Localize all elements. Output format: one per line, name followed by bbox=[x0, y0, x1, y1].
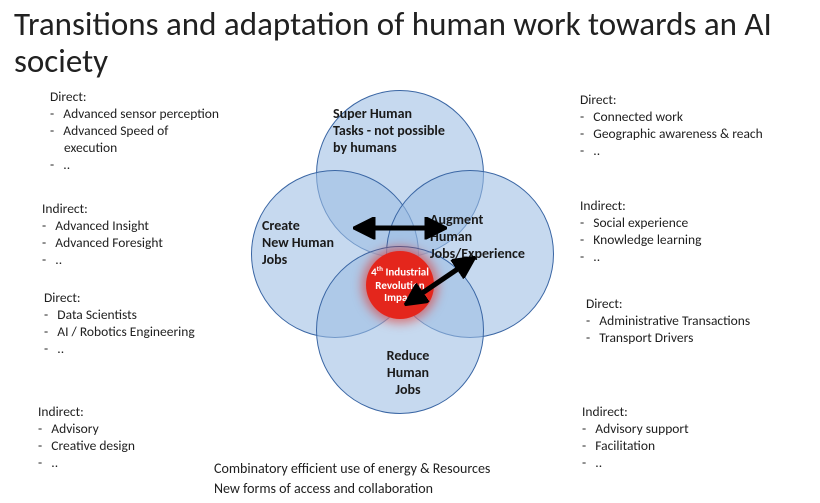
list-item: .. bbox=[52, 455, 208, 472]
list-item: Advanced Insight bbox=[56, 218, 232, 235]
venn-label-left: Create New Human Jobs bbox=[262, 218, 372, 268]
list-item: .. bbox=[594, 249, 800, 266]
block-header: Indirect: bbox=[582, 404, 782, 421]
list-item: Social experience bbox=[594, 215, 800, 232]
block-header: Direct: bbox=[44, 290, 214, 307]
page-title: Transitions and adaptation of human work… bbox=[14, 6, 820, 80]
footer-line-1: Combinatory efficient use of energy & Re… bbox=[214, 460, 490, 477]
list-item: .. bbox=[56, 252, 232, 269]
list-item: Administrative Transactions bbox=[600, 313, 786, 330]
block-top-right-direct: Direct:Connected workGeographic awarenes… bbox=[580, 92, 820, 160]
list-item: .. bbox=[596, 455, 782, 472]
block-header: Indirect: bbox=[38, 404, 208, 421]
list-item: Advisory bbox=[52, 421, 208, 438]
list-item: Knowledge learning bbox=[594, 232, 800, 249]
list-item: .. bbox=[58, 341, 214, 358]
list-item: AI / Robotics Engineering bbox=[58, 324, 214, 341]
block-top-left-indirect: Indirect:Advanced InsightAdvanced Foresi… bbox=[42, 201, 232, 269]
venn-label-top: Super Human Tasks - not possible by huma… bbox=[333, 106, 493, 156]
block-top-right-indirect: Indirect:Social experienceKnowledge lear… bbox=[580, 198, 800, 266]
list-item: Advanced sensor perception bbox=[64, 106, 220, 123]
block-bot-left-indirect: Indirect:AdvisoryCreative design.. bbox=[38, 404, 208, 472]
center-label: 4th Industrial Revolution Impact bbox=[370, 265, 430, 305]
block-header: Indirect: bbox=[42, 201, 232, 218]
block-header: Direct: bbox=[586, 296, 786, 313]
venn-label-right: Augment Human Jobs/Experience bbox=[430, 212, 560, 262]
list-item: Facilitation bbox=[596, 438, 782, 455]
list-item: Transport Drivers bbox=[600, 330, 786, 347]
venn-center-circle: 4th Industrial Revolution Impact bbox=[366, 251, 434, 319]
list-item: Creative design bbox=[52, 438, 208, 455]
block-mid-right-direct: Direct:Administrative TransactionsTransp… bbox=[586, 296, 786, 347]
list-item: Advisory support bbox=[596, 421, 782, 438]
block-header: Direct: bbox=[50, 89, 220, 106]
list-item: Connected work bbox=[594, 109, 820, 126]
block-header: Indirect: bbox=[580, 198, 800, 215]
list-item: .. bbox=[594, 143, 820, 160]
block-mid-left-direct: Direct:Data ScientistsAI / Robotics Engi… bbox=[44, 290, 214, 358]
list-item: .. bbox=[64, 157, 220, 174]
list-item: Data Scientists bbox=[58, 307, 214, 324]
list-item: Advanced Foresight bbox=[56, 235, 232, 252]
block-top-left-direct: Direct:Advanced sensor perceptionAdvance… bbox=[50, 89, 220, 173]
list-item: Geographic awareness & reach bbox=[594, 126, 820, 143]
block-bot-right-indirect: Indirect:Advisory supportFacilitation.. bbox=[582, 404, 782, 472]
block-header: Direct: bbox=[580, 92, 820, 109]
venn-label-bottom: Reduce Human Jobs bbox=[368, 348, 448, 398]
footer-line-2: New forms of access and collaboration bbox=[214, 480, 433, 497]
list-item: Advanced Speed of execution bbox=[64, 123, 220, 157]
